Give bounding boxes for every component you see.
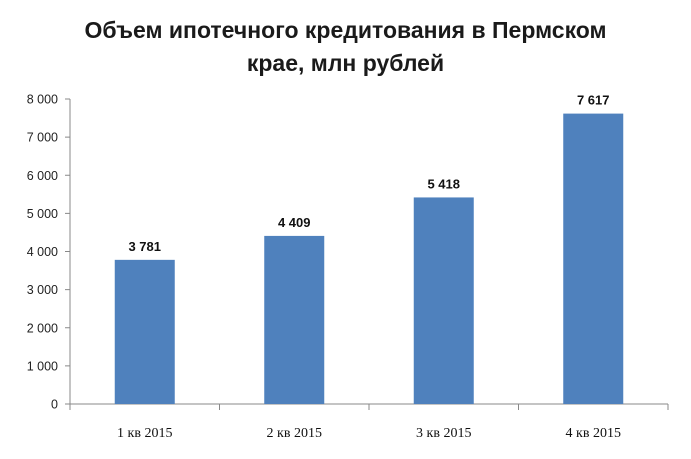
data-label: 4 409 <box>278 215 311 230</box>
x-tick-label: 1 кв 2015 <box>117 426 172 441</box>
y-tick-label: 7 000 <box>27 131 58 145</box>
y-tick-label: 1 000 <box>27 359 58 373</box>
data-label: 7 617 <box>577 93 610 108</box>
x-tick-label: 3 кв 2015 <box>416 426 471 441</box>
y-tick-label: 5 000 <box>27 207 58 221</box>
y-tick-label: 3 000 <box>27 283 58 297</box>
y-tick-label: 8 000 <box>27 93 58 107</box>
y-tick-label: 4 000 <box>27 245 58 259</box>
bar <box>563 113 624 405</box>
bar <box>264 235 325 404</box>
data-label: 5 418 <box>427 176 460 191</box>
y-tick-label: 2 000 <box>27 321 58 335</box>
chart-title-line1: Объем ипотечного кредитования в Пермском <box>84 17 607 43</box>
chart-title-line2: крае, млн рублей <box>246 50 445 76</box>
chart-title: Объем ипотечного кредитования в Пермском… <box>0 14 691 80</box>
bar <box>413 197 474 404</box>
x-tick-label: 2 кв 2015 <box>267 426 322 441</box>
bar <box>114 259 175 404</box>
x-tick-label: 4 кв 2015 <box>566 426 621 441</box>
y-tick-label: 0 <box>51 398 58 412</box>
data-label: 3 781 <box>128 239 161 254</box>
y-tick-label: 6 000 <box>27 169 58 183</box>
